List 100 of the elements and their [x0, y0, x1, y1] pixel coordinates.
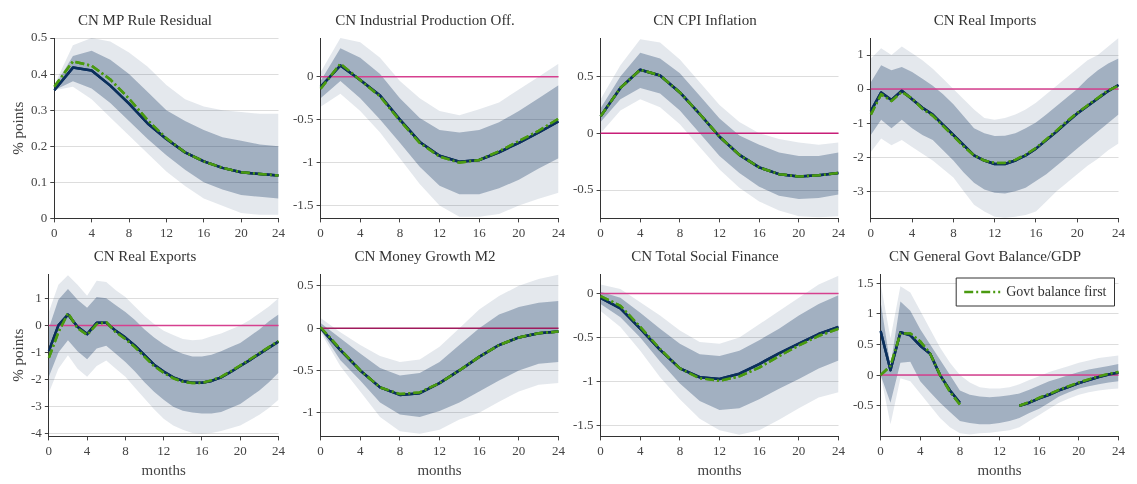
x-axis-title: months	[977, 461, 1022, 478]
x-tick-label: 0	[597, 224, 604, 240]
y-tick-label: 0	[35, 316, 42, 332]
x-tick-label: 20	[1072, 442, 1086, 458]
y-axis-title: % points	[9, 101, 26, 155]
y-tick-label: 0	[307, 319, 314, 335]
y-tick-label: -4	[30, 425, 43, 441]
x-axis-title: months	[417, 461, 462, 478]
x-tick-label: 4	[636, 442, 644, 458]
x-tick-label: 12	[157, 442, 171, 458]
y-tick-label: 0.4	[31, 65, 48, 81]
y-tick-label: 1	[857, 46, 864, 62]
x-tick-label: 20	[792, 224, 806, 240]
y-tick-label: 0	[587, 284, 594, 300]
x-tick-label: 20	[233, 442, 247, 458]
x-axis-title: months	[697, 461, 742, 478]
x-tick-label: 0	[51, 224, 58, 240]
x-tick-label: 8	[122, 442, 129, 458]
chart-title: CN Real Imports	[933, 11, 1037, 28]
x-tick-label: 12	[988, 224, 1002, 240]
chart-title: CN Total Social Finance	[631, 247, 780, 264]
y-tick-label: 0	[587, 124, 594, 140]
chart-title: CN MP Rule Residual	[77, 11, 213, 28]
y-tick-label: 1	[867, 305, 874, 321]
y-tick-label: 0.3	[31, 101, 48, 117]
y-tick-label: 0.5	[31, 29, 48, 45]
x-tick-label: 12	[433, 224, 447, 240]
y-tick-label: -2	[30, 370, 42, 386]
y-tick-label: 1	[35, 289, 42, 305]
chart-title: CN General Govt Balance/GDP	[888, 247, 1082, 264]
x-tick-label: 16	[752, 442, 767, 458]
x-tick-label: 24	[1112, 224, 1126, 240]
x-tick-label: 16	[1029, 224, 1043, 240]
y-tick-label: 0.2	[31, 137, 48, 153]
x-tick-label: 4	[636, 224, 644, 240]
y-tick-label: 0	[40, 209, 48, 225]
x-tick-label: 0	[317, 224, 324, 240]
x-tick-label: 16	[472, 224, 487, 240]
x-tick-label: 20	[234, 224, 248, 240]
x-tick-label: 20	[512, 224, 526, 240]
x-tick-label: 8	[676, 442, 684, 458]
x-tick-label: 24	[552, 224, 566, 240]
y-tick-label: -0.5	[292, 111, 314, 127]
y-tick-label: -1	[302, 404, 314, 420]
y-tick-label: -0.5	[852, 397, 874, 413]
x-tick-label: 20	[792, 442, 806, 458]
x-tick-label: 4	[908, 224, 916, 240]
y-tick-label: -1	[302, 153, 314, 169]
x-tick-label: 4	[356, 442, 364, 458]
x-tick-label: 4	[83, 442, 91, 458]
x-tick-label: 24	[552, 442, 566, 458]
y-tick-label: -1	[852, 114, 864, 130]
y-tick-label: -1	[30, 343, 42, 359]
x-tick-label: 12	[993, 442, 1007, 458]
y-tick-label: -2	[852, 148, 864, 164]
x-tick-label: 0	[317, 442, 324, 458]
x-tick-label: 24	[832, 442, 846, 458]
x-tick-label: 24	[1112, 442, 1126, 458]
y-tick-label: -3	[852, 182, 864, 198]
x-tick-label: 16	[195, 442, 209, 458]
x-tick-label: 12	[713, 224, 727, 240]
x-tick-label: 16	[472, 442, 487, 458]
x-tick-label: 8	[956, 442, 964, 458]
x-tick-label: 12	[159, 224, 173, 240]
y-tick-label: 0	[867, 366, 874, 382]
y-tick-label: -0.5	[572, 328, 594, 344]
chart-title: CN CPI Inflation	[653, 11, 758, 28]
x-tick-label: 12	[713, 442, 727, 458]
x-tick-label: 12	[433, 442, 447, 458]
x-tick-label: 4	[88, 224, 96, 240]
y-tick-label: -0.5	[292, 361, 314, 377]
x-tick-label: 8	[396, 442, 404, 458]
x-tick-label: 8	[950, 224, 957, 240]
y-tick-label: 0	[307, 68, 314, 84]
y-tick-label: 0.5	[857, 335, 874, 351]
y-tick-label: -1.5	[292, 196, 314, 212]
x-tick-label: 20	[1070, 224, 1084, 240]
x-tick-label: 20	[512, 442, 526, 458]
y-tick-label: -0.5	[572, 181, 594, 197]
x-tick-label: 16	[1032, 442, 1047, 458]
y-tick-label: -1	[582, 373, 594, 389]
x-tick-label: 0	[877, 442, 884, 458]
x-axis-title: months	[141, 461, 186, 478]
y-tick-label: 0.5	[577, 68, 594, 83]
x-tick-label: 4	[916, 442, 924, 458]
x-tick-label: 8	[396, 224, 404, 240]
legend-label: Govt balance first	[1006, 283, 1107, 299]
y-tick-label: 0.5	[297, 277, 314, 293]
x-tick-label: 8	[125, 224, 133, 240]
y-axis-title: % points	[9, 328, 26, 382]
x-tick-label: 24	[272, 224, 286, 240]
x-tick-label: 16	[197, 224, 211, 240]
x-tick-label: 0	[597, 442, 604, 458]
y-tick-label: 1.5	[857, 274, 874, 290]
y-tick-label: -1.5	[572, 417, 594, 433]
x-tick-label: 16	[752, 224, 767, 240]
x-tick-label: 4	[356, 224, 364, 240]
y-tick-label: -3	[30, 398, 42, 414]
x-tick-label: 8	[676, 224, 684, 240]
chart-title: CN Money Growth M2	[354, 247, 496, 264]
